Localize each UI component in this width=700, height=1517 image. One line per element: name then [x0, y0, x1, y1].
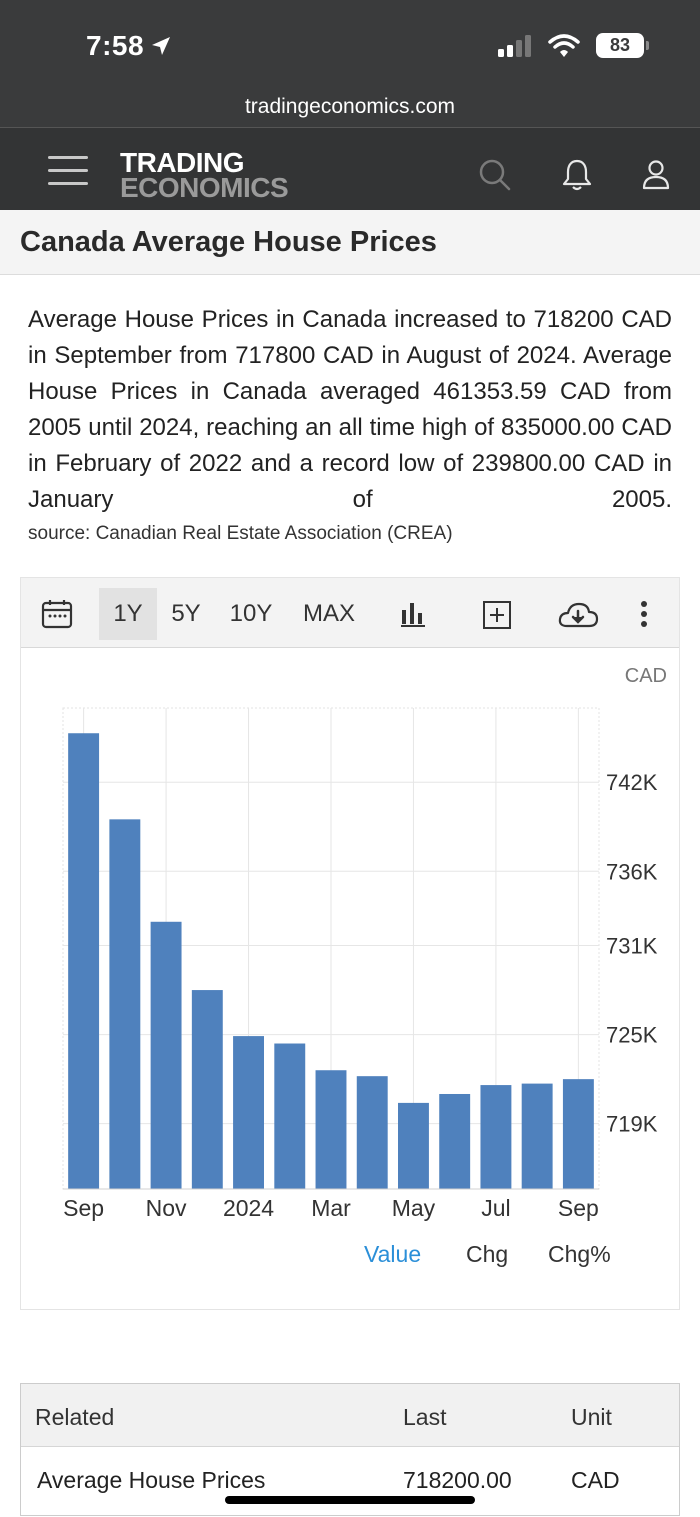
- address-bar[interactable]: tradingeconomics.com: [0, 90, 700, 128]
- menu-icon[interactable]: [48, 156, 88, 186]
- metric-value-tab[interactable]: Value: [364, 1241, 422, 1267]
- bar[interactable]: [150, 921, 182, 1189]
- row-last: 718200.00: [403, 1467, 512, 1493]
- bar[interactable]: [109, 819, 141, 1189]
- location-arrow-icon: [152, 37, 171, 55]
- page-title-bar: Canada Average House Prices: [0, 210, 700, 275]
- calendar-icon[interactable]: [41, 598, 73, 630]
- battery-indicator: 83: [596, 33, 649, 58]
- source-attribution: source: Canadian Real Estate Association…: [28, 523, 453, 544]
- logo-line-1: TRADING: [120, 147, 245, 178]
- table-row[interactable]: Average House Prices 718200.00 CAD: [21, 1447, 679, 1515]
- bar[interactable]: [233, 1036, 264, 1189]
- wifi-icon: [548, 33, 580, 57]
- x-tick-label: Sep: [63, 1195, 104, 1221]
- col-header-related: Related: [35, 1404, 115, 1430]
- status-bar: 7:58 83: [0, 0, 700, 90]
- row-unit: CAD: [571, 1467, 620, 1493]
- chart-card: 1Y 5Y 10Y MAX 719K 725K 731K 736K 742K Sep No…: [20, 577, 680, 1310]
- bar[interactable]: [315, 1070, 347, 1189]
- range-max-button[interactable]: MAX: [302, 600, 355, 627]
- range-1y-button[interactable]: 1Y: [99, 588, 157, 640]
- home-indicator[interactable]: [225, 1496, 475, 1504]
- download-icon[interactable]: [557, 600, 599, 630]
- logo-line-2: ECONOMICS: [120, 172, 289, 203]
- bar[interactable]: [398, 1102, 429, 1189]
- related-table-header: Related Last Unit: [21, 1384, 679, 1447]
- x-tick-label: 2024: [223, 1195, 274, 1221]
- cellular-signal-icon: [498, 34, 531, 57]
- url-text: tradingeconomics.com: [244, 95, 456, 118]
- metric-chg-pct-tab[interactable]: Chg%: [548, 1241, 611, 1267]
- bar[interactable]: [68, 733, 100, 1189]
- description-text: Average House Prices in Canada increased…: [28, 306, 672, 513]
- site-logo[interactable]: TRADING ECONOMICS: [120, 147, 289, 203]
- chart-bars: [68, 733, 594, 1189]
- bell-icon[interactable]: [562, 158, 592, 192]
- bar[interactable]: [480, 1085, 512, 1189]
- bar[interactable]: [562, 1079, 594, 1189]
- chart-type-icon[interactable]: [401, 600, 427, 628]
- x-tick-label: Sep: [558, 1195, 599, 1221]
- y-axis: 719K 725K 731K 736K 742K: [606, 770, 658, 1136]
- status-time: 7:58: [86, 30, 172, 62]
- y-tick-label: 719K: [606, 1112, 658, 1137]
- bar[interactable]: [274, 1043, 306, 1189]
- battery-level: 83: [609, 35, 631, 55]
- bar[interactable]: [521, 1083, 553, 1189]
- more-options-icon[interactable]: [639, 600, 649, 628]
- metric-chg-tab[interactable]: Chg: [466, 1241, 509, 1267]
- y-tick-label: 725K: [606, 1023, 658, 1048]
- user-icon[interactable]: [641, 158, 671, 192]
- y-tick-label: 736K: [606, 859, 658, 884]
- related-table: Related Last Unit Average House Prices 7…: [20, 1383, 680, 1516]
- x-tick-label: Jul: [481, 1195, 510, 1221]
- add-series-icon[interactable]: [482, 600, 512, 630]
- row-name[interactable]: Average House Prices: [37, 1467, 266, 1493]
- description: Average House Prices in Canada increased…: [28, 302, 672, 518]
- y-tick-label: 731K: [606, 934, 658, 959]
- bar[interactable]: [356, 1076, 388, 1189]
- unit-label: CAD: [625, 665, 667, 687]
- y-tick-label: 742K: [606, 770, 658, 795]
- range-10y-button[interactable]: 10Y: [229, 600, 273, 627]
- x-tick-label: Nov: [146, 1195, 187, 1221]
- bar[interactable]: [191, 990, 223, 1189]
- site-header: TRADING ECONOMICS: [0, 128, 700, 210]
- x-axis: Sep Nov 2024 Mar May Jul Sep: [63, 1188, 599, 1221]
- range-5y-button[interactable]: 5Y: [171, 600, 201, 627]
- col-header-unit: Unit: [571, 1404, 612, 1430]
- bar-chart: 719K 725K 731K 736K 742K Sep Nov 2024 Mar May Jul…: [62, 665, 667, 1221]
- bar[interactable]: [439, 1093, 471, 1189]
- chart-toolbar: 1Y 5Y 10Y MAX: [21, 578, 679, 648]
- search-icon[interactable]: [478, 158, 512, 192]
- page-title: Canada Average House Prices: [20, 226, 437, 258]
- x-tick-label: May: [392, 1195, 436, 1221]
- clock: 7:58: [86, 30, 145, 61]
- x-tick-label: Mar: [311, 1195, 351, 1221]
- col-header-last: Last: [403, 1404, 447, 1430]
